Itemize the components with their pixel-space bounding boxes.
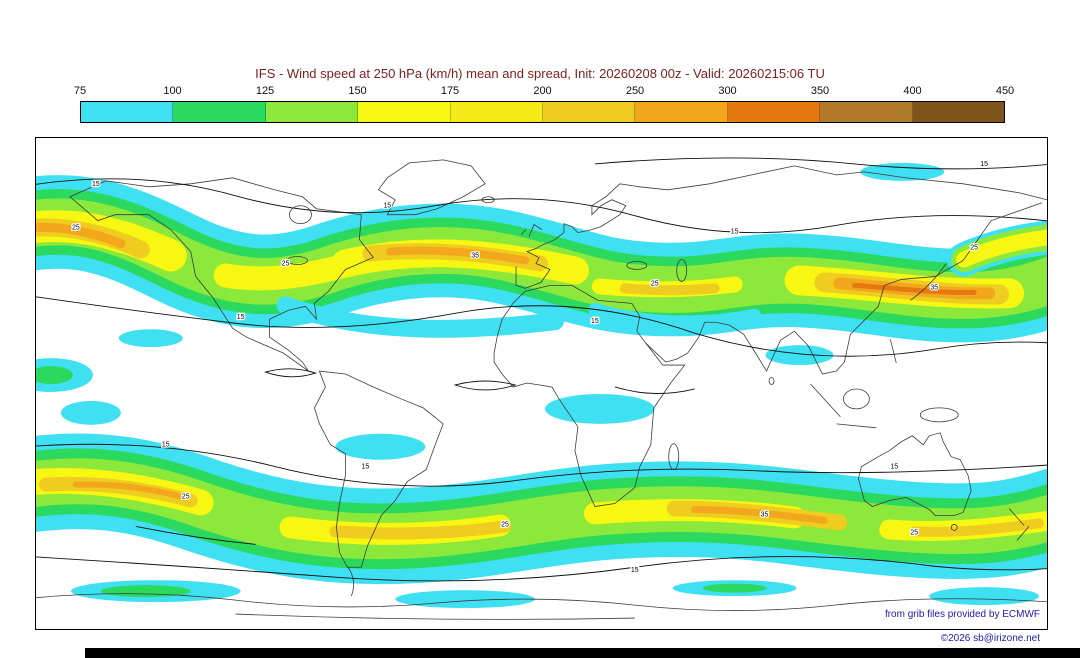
colorbar-tick-label: 400 bbox=[903, 85, 922, 97]
colorbar-segment bbox=[81, 102, 174, 122]
coast-south-america bbox=[314, 370, 444, 568]
colorbar-wrap: 75 100 125 150 175 200 250 300 350 400 450 bbox=[74, 85, 1014, 125]
coast-ireland bbox=[520, 229, 527, 235]
coast-philippines bbox=[889, 339, 897, 364]
page-title: IFS - Wind speed at 250 hPa (km/h) mean … bbox=[255, 66, 825, 81]
coast-borneo bbox=[843, 388, 870, 410]
coast-sri-lanka bbox=[768, 377, 775, 385]
coast-sumatra bbox=[810, 383, 841, 418]
colorbar-tick-label: 175 bbox=[440, 85, 460, 97]
colorbar-tick-label: 100 bbox=[163, 85, 182, 97]
contour-label: 15 bbox=[237, 314, 245, 321]
world-map: 15 25 15 25 15 35 15 25 15 35 25 15 15 25 15 25 35 25 15 15 bbox=[35, 137, 1048, 630]
contour-label: 25 bbox=[501, 521, 509, 528]
colorbar-segment bbox=[727, 102, 821, 122]
contour-label: 15 bbox=[731, 229, 739, 236]
contour-label: 15 bbox=[890, 464, 898, 471]
contour-labels: 15 25 15 25 15 35 15 25 15 35 25 15 15 25 15 25 35 25 15 15 bbox=[71, 160, 989, 576]
coast-madagascar bbox=[668, 443, 680, 471]
contour-label: 25 bbox=[282, 260, 290, 267]
credit-copyright: ©2026 sb@irizone.net bbox=[940, 633, 1040, 644]
coast-antarctic-peninsula bbox=[347, 566, 355, 597]
coast-antarctica bbox=[36, 593, 1047, 611]
contour-label: 15 bbox=[980, 161, 988, 168]
colorbar-segment bbox=[912, 102, 1005, 122]
colorbar-segment bbox=[450, 102, 544, 122]
colorbar-tick-label: 150 bbox=[348, 85, 367, 97]
coast-japan bbox=[910, 263, 947, 301]
colorbar-tick-label: 450 bbox=[995, 85, 1015, 97]
coast-north-america bbox=[69, 177, 374, 372]
colorbar-segment bbox=[358, 102, 451, 122]
coast-java bbox=[836, 423, 877, 429]
contour-label: 15 bbox=[162, 442, 170, 449]
contour-label: 15 bbox=[631, 567, 639, 574]
contour-label: 25 bbox=[182, 494, 190, 501]
contour-label: 15 bbox=[361, 464, 369, 471]
contour-label: 35 bbox=[761, 511, 769, 518]
coast-britain bbox=[528, 224, 543, 237]
bottom-bar bbox=[85, 648, 1080, 658]
colorbar-tick-label: 125 bbox=[255, 85, 275, 97]
wind-speed-bands bbox=[36, 162, 1047, 609]
colorbar-segment bbox=[820, 102, 913, 122]
coast-new-guinea bbox=[919, 407, 959, 423]
contour-label: 25 bbox=[72, 225, 80, 232]
colorbar-tick-label: 250 bbox=[625, 85, 645, 97]
colorbar-tick-label: 200 bbox=[533, 85, 552, 97]
contour-label: 15 bbox=[92, 181, 100, 188]
colorbar-segment bbox=[173, 102, 266, 122]
coast-africa bbox=[493, 285, 686, 507]
contour-label: 35 bbox=[930, 284, 938, 291]
spread-contours bbox=[36, 157, 1047, 582]
contour-label: 25 bbox=[651, 280, 659, 287]
contour-label: 35 bbox=[471, 253, 479, 260]
coast-great-lakes bbox=[287, 256, 308, 265]
colorbar-tick-label: 75 bbox=[73, 85, 87, 97]
coast-black-sea bbox=[626, 261, 648, 270]
contour-label: 15 bbox=[591, 318, 599, 325]
colorbar bbox=[80, 101, 1005, 123]
colorbar-segment bbox=[543, 102, 636, 122]
colorbar-tick-label: 350 bbox=[810, 85, 830, 97]
colorbar-tick-label: 300 bbox=[718, 85, 737, 97]
coast-hudson-bay bbox=[289, 205, 312, 225]
coast-tasmania bbox=[950, 524, 958, 531]
map-svg: 15 25 15 25 15 35 15 25 15 35 25 15 15 25 15 25 35 25 15 15 bbox=[36, 157, 1047, 620]
coast-greenland bbox=[377, 159, 486, 216]
coast-europe-north-asia bbox=[515, 165, 1047, 289]
coast-antarctica-2 bbox=[235, 613, 635, 620]
contour-label: 15 bbox=[383, 203, 391, 210]
colorbar-segment bbox=[635, 102, 728, 122]
contour-label: 25 bbox=[970, 245, 978, 252]
coast-new-zealand bbox=[1008, 508, 1030, 541]
colorbar-segment bbox=[265, 102, 359, 122]
colorbar-ticks: 75 100 125 150 175 200 250 300 350 400 450 bbox=[74, 85, 1014, 99]
contour-label: 25 bbox=[910, 529, 918, 536]
coast-australia bbox=[857, 432, 972, 516]
coast-caspian-sea bbox=[676, 259, 688, 282]
credit-ecmwf: from grib files provided by ECMWF bbox=[884, 609, 1040, 620]
